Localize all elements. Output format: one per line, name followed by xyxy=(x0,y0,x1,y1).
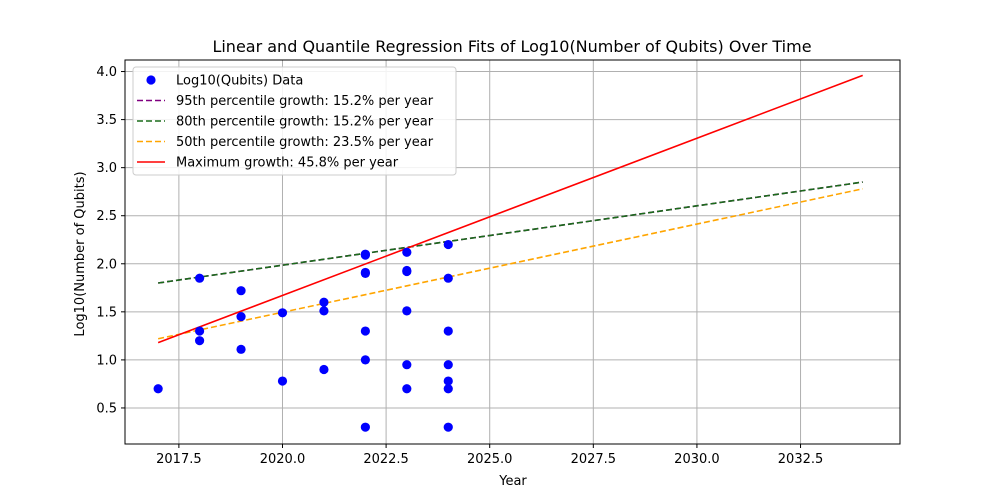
data-point xyxy=(360,422,370,432)
chart-title: Linear and Quantile Regression Fits of L… xyxy=(212,37,811,56)
data-point xyxy=(402,266,412,277)
data-point xyxy=(319,364,329,375)
data-point xyxy=(443,239,453,250)
data-point xyxy=(236,286,246,296)
legend-items: Log10(Qubits) Data 95th percentile growth… xyxy=(137,74,434,171)
y-tick-label: 3.0 xyxy=(96,161,117,176)
data-point xyxy=(402,306,412,316)
data-point xyxy=(319,306,329,316)
data-point xyxy=(402,384,412,394)
regression-line-4 xyxy=(157,74,863,344)
data-point xyxy=(360,326,370,336)
y-tick-label: 1.5 xyxy=(96,305,117,320)
plot-frame xyxy=(124,59,901,445)
data-point xyxy=(194,336,205,346)
legend-label: 50th percentile growth: 23.5% per year xyxy=(176,135,434,150)
data-point xyxy=(319,297,329,307)
data-point xyxy=(360,250,370,260)
data-point xyxy=(360,268,370,278)
y-tick-label: 1.0 xyxy=(96,353,117,368)
x-tick-label: 2032.5 xyxy=(778,452,824,467)
x-tick-label: 2022.5 xyxy=(363,452,409,467)
data-point xyxy=(402,247,412,257)
legend-marker-point xyxy=(146,75,156,85)
legend-box xyxy=(132,66,457,176)
x-tick-label: 2030.0 xyxy=(674,452,720,467)
data-point xyxy=(443,376,453,386)
data-point xyxy=(443,326,453,336)
y-tick-label: 4.0 xyxy=(96,65,117,80)
legend-label: Maximum growth: 45.8% per year xyxy=(176,156,399,171)
legend-label: 95th percentile growth: 15.2% per year xyxy=(176,94,434,109)
data-point xyxy=(402,360,412,370)
legend-label: 80th percentile growth: 15.2% per year xyxy=(176,115,434,130)
y-axis-ticks: 0.5 1.0 1.5 2.0 2.5 3.0 3.5 4.0 xyxy=(96,65,125,416)
data-point xyxy=(153,384,163,394)
y-axis-label: Log10(Number of Qubits) xyxy=(73,171,88,336)
data-point xyxy=(236,312,246,322)
data-point xyxy=(360,355,370,365)
y-tick-label: 0.5 xyxy=(96,401,117,416)
y-tick-label: 2.0 xyxy=(96,257,117,272)
x-tick-label: 2017.5 xyxy=(156,452,202,467)
data-points xyxy=(153,239,453,432)
data-point xyxy=(443,273,453,283)
x-axis-ticks: 2017.5 2020.0 2022.5 2025.0 2027.5 2030.0 2032… xyxy=(156,444,823,467)
x-tick-label: 2027.5 xyxy=(571,452,617,467)
regression-line-3 xyxy=(157,188,863,340)
legend: Log10(Qubits) Data 95th percentile growth… xyxy=(132,66,457,176)
y-tick-label: 3.5 xyxy=(96,113,117,128)
data-point xyxy=(443,422,453,432)
x-tick-label: 2025.0 xyxy=(467,452,513,467)
regression-lines xyxy=(157,74,863,344)
regression-line-2 xyxy=(158,181,863,284)
y-tick-label: 2.5 xyxy=(96,209,117,224)
data-point xyxy=(443,360,453,370)
data-point xyxy=(194,326,205,336)
data-point xyxy=(194,273,205,283)
x-axis-label: Year xyxy=(498,474,527,489)
x-tick-label: 2020.0 xyxy=(260,452,306,467)
data-point xyxy=(443,384,453,394)
data-point xyxy=(277,376,288,386)
data-point xyxy=(236,344,246,354)
legend-label: Log10(Qubits) Data xyxy=(176,74,303,89)
data-point xyxy=(277,308,288,318)
